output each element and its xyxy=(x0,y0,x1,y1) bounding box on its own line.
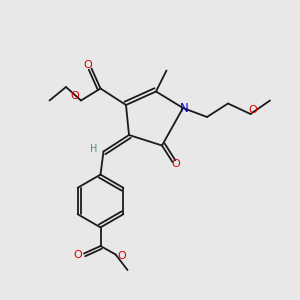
Text: O: O xyxy=(74,250,82,260)
Text: O: O xyxy=(70,91,79,101)
Text: N: N xyxy=(179,101,188,115)
Text: O: O xyxy=(172,159,181,170)
Text: O: O xyxy=(83,60,92,70)
Text: H: H xyxy=(90,143,98,154)
Text: O: O xyxy=(117,251,126,261)
Text: O: O xyxy=(248,105,257,115)
